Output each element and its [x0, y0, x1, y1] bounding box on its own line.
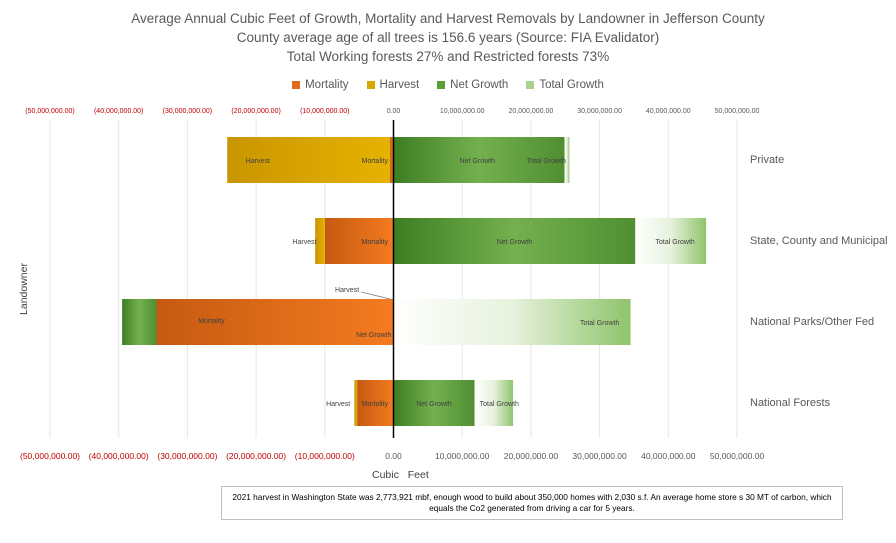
- top-tick-label: 40,000,000.00: [646, 108, 691, 115]
- y-axis-label: Landowner: [17, 263, 30, 315]
- data-label: Total Growth: [480, 401, 519, 408]
- data-label: Harvest: [326, 401, 350, 408]
- bar-harvest: [315, 218, 325, 264]
- bottom-tick-label: (30,000,000.00): [157, 451, 217, 461]
- legend-item-harvest: Harvest: [366, 79, 420, 91]
- bar-total-growth: [474, 380, 514, 426]
- legend-swatch-net-growth: [437, 81, 446, 89]
- top-tick-label: 20,000,000.00: [509, 108, 554, 115]
- data-label: Net Growth: [497, 239, 533, 246]
- top-tick-label: (30,000,000.00): [163, 108, 212, 115]
- data-label: Mortality: [198, 318, 225, 325]
- legend-label: Harvest: [379, 79, 420, 91]
- bar-mortality: [357, 380, 394, 426]
- top-tick-label: 30,000,000.00: [577, 108, 622, 115]
- bar-mortality: [390, 137, 394, 183]
- data-label: Harvest: [292, 239, 316, 246]
- bar-mortality: [324, 218, 394, 264]
- category-label-national-parks: National Parks/Other Fed: [750, 316, 875, 328]
- bar-net-growth: [393, 218, 636, 264]
- data-label: Net Growth: [460, 158, 496, 165]
- data-label: Net Growth: [416, 401, 452, 408]
- top-tick-label: (10,000,000.00): [300, 108, 349, 115]
- data-label: Harvest: [335, 287, 359, 294]
- legend-swatch-mortality: [292, 81, 301, 89]
- top-tick-label: 50,000,000.00: [715, 108, 760, 115]
- bar-total-growth: [564, 137, 570, 183]
- top-tick-label: 0.00: [387, 108, 401, 115]
- legend: Mortality Harvest Net Growth Total Growt…: [0, 79, 896, 91]
- data-label: Net Growth: [356, 332, 392, 339]
- bar-harvest: [227, 137, 391, 183]
- legend-item-mortality: Mortality: [292, 79, 349, 91]
- bottom-tick-label: (40,000,000.00): [89, 451, 149, 461]
- bottom-tick-label: 20,000,000.00: [504, 451, 559, 461]
- bar-total-growth: [635, 218, 707, 264]
- data-label: Mortality: [362, 158, 389, 165]
- chart-title-3: Total Working forests 27% and Restricted…: [286, 49, 610, 64]
- legend-swatch-total-growth: [526, 81, 535, 89]
- legend-item-total-growth: Total Growth: [526, 79, 604, 91]
- legend-label: Mortality: [305, 79, 349, 91]
- data-label: Total Growth: [527, 158, 566, 165]
- bottom-tick-label: (20,000,000.00): [226, 451, 286, 461]
- top-tick-label: (40,000,000.00): [94, 108, 143, 115]
- bar-net-growth: [122, 299, 157, 345]
- chart-title-2: County average age of all trees is 156.6…: [236, 30, 660, 45]
- leader-line: [361, 291, 391, 300]
- category-label-state: State, County and Municipal: [750, 235, 888, 247]
- legend-label: Total Growth: [539, 79, 604, 91]
- data-label: Total Growth: [580, 320, 619, 327]
- bar-harvest: [354, 380, 358, 426]
- bar-mortality: [156, 299, 394, 345]
- bar-net-growth: [393, 380, 475, 426]
- data-label: Total Growth: [656, 239, 695, 246]
- bottom-tick-label: (10,000,000.00): [295, 451, 355, 461]
- legend-label: Net Growth: [450, 79, 509, 91]
- bottom-tick-label: 10,000,000.00: [435, 451, 490, 461]
- chart-title-1: Average Annual Cubic Feet of Growth, Mor…: [131, 11, 765, 26]
- legend-swatch-harvest: [366, 81, 375, 89]
- bottom-tick-label: 0.00: [385, 451, 402, 461]
- bottom-tick-label: (50,000,000.00): [20, 451, 80, 461]
- bar-net-growth: [393, 137, 565, 183]
- category-label-national-forests: National Forests: [750, 397, 831, 409]
- bar-total-growth: [393, 299, 631, 345]
- top-tick-label: 10,000,000.00: [440, 108, 485, 115]
- footnote-box: 2021 harvest in Washington State was 2,7…: [221, 486, 843, 520]
- bottom-tick-label: 40,000,000.00: [641, 451, 696, 461]
- data-label: Harvest: [246, 158, 270, 165]
- top-tick-label: (50,000,000.00): [25, 108, 74, 115]
- bottom-tick-label: 30,000,000.00: [572, 451, 627, 461]
- x-axis-label: Cubic Feet: [372, 469, 429, 481]
- top-tick-label: (20,000,000.00): [231, 108, 280, 115]
- data-label: Mortality: [362, 401, 389, 408]
- category-label-private: Private: [750, 154, 785, 166]
- legend-item-net-growth: Net Growth: [437, 79, 508, 91]
- bottom-tick-label: 50,000,000.00: [710, 451, 765, 461]
- data-label: Mortality: [362, 239, 389, 246]
